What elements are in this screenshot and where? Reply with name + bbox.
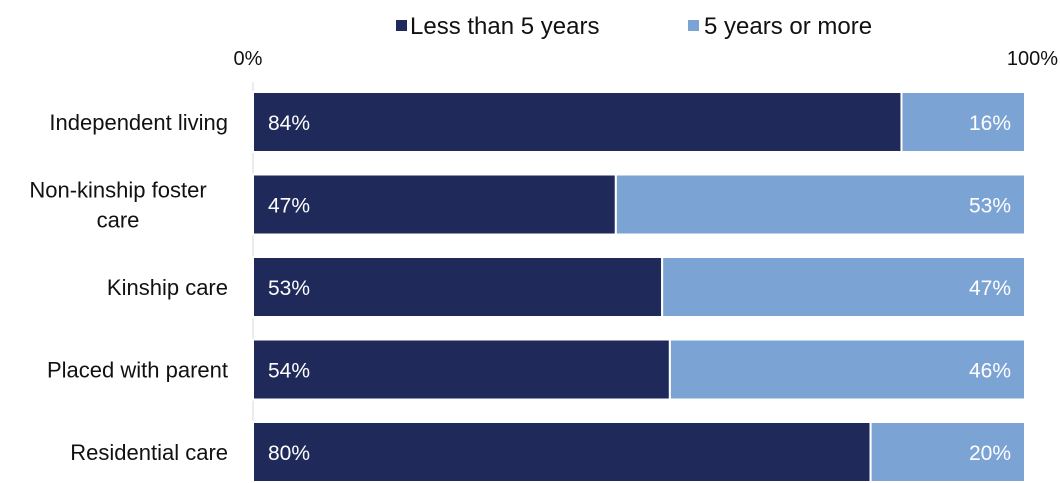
bar-segment-1-4 [252, 338, 671, 401]
bar-segment-2-2 [614, 173, 1027, 236]
category-label-3: Kinship care [107, 275, 228, 300]
bar-segment-1-3 [252, 256, 664, 318]
legend-swatch-1 [396, 20, 407, 31]
data-label-2-5: 20% [969, 442, 1011, 465]
data-label-2-3: 47% [969, 277, 1011, 300]
bar-segment-1-1 [252, 91, 903, 153]
data-label-2-2: 53% [969, 195, 1011, 218]
bar-segment-2-1 [900, 91, 1026, 153]
bar-segment-1-5 [252, 421, 872, 483]
data-label-1-4: 54% [268, 360, 310, 383]
x-tick-label-1: 0% [234, 48, 263, 70]
data-label-1-2: 47% [268, 195, 310, 218]
legend: Less than 5 years 5 years or more [396, 13, 872, 40]
y-axis: Independent living Non-kinship foster care… [29, 110, 228, 465]
legend-swatch-2 [688, 20, 699, 31]
bar-segment-2-5 [869, 421, 1026, 483]
data-label-2-1: 16% [969, 112, 1011, 135]
bar-segment-2-4 [668, 338, 1026, 401]
data-label-2-4: 46% [969, 360, 1011, 383]
data-label-1-3: 53% [268, 277, 310, 300]
category-label-2-line-2: care [97, 208, 140, 233]
legend-label-2: 5 years or more [704, 13, 872, 40]
bar-segment-1-2 [252, 173, 617, 236]
category-label-4: Placed with parent [47, 358, 228, 383]
data-label-1-5: 80% [268, 442, 310, 465]
bar-segment-2-3 [661, 256, 1026, 318]
category-label-2-line-1: Non-kinship foster [29, 178, 206, 203]
legend-label-1: Less than 5 years [410, 13, 599, 40]
category-label-1: Independent living [49, 110, 228, 135]
x-tick-label-2: 100% [1007, 48, 1058, 70]
plot-area: 84% 16% 47% 53% 53% 47% 54% 46% 80% 20% [252, 91, 1027, 483]
data-label-1-1: 84% [268, 112, 310, 135]
category-label-5: Residential care [70, 440, 228, 465]
